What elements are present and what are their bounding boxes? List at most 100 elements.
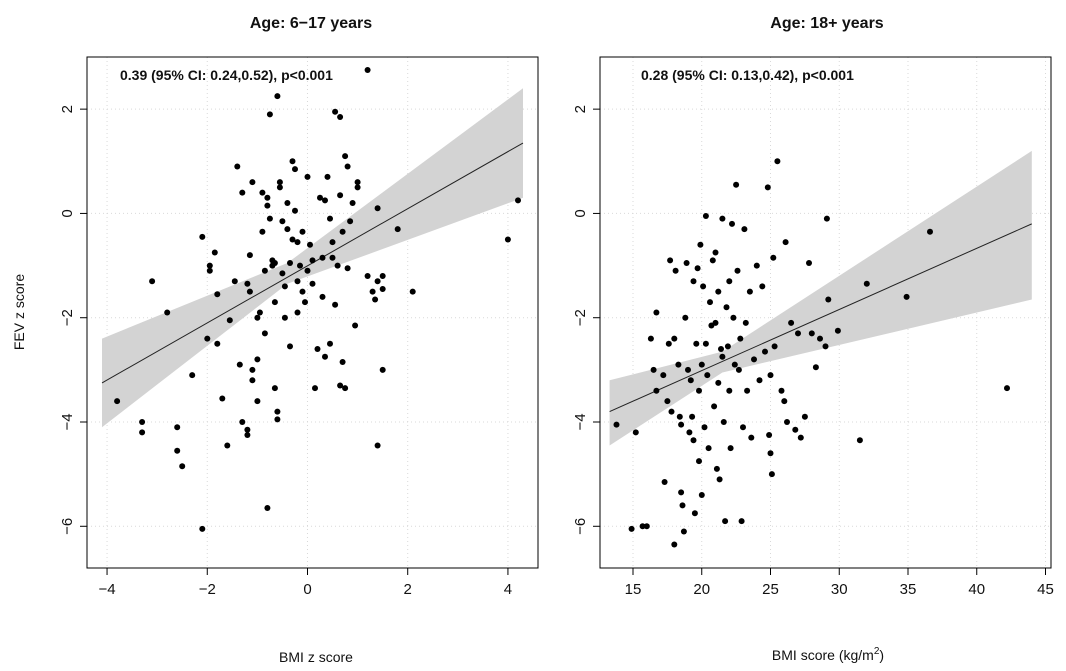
- data-point: [664, 398, 671, 405]
- x-axis-label: BMI z score: [279, 649, 353, 665]
- data-point: [792, 426, 799, 433]
- data-point: [349, 200, 356, 206]
- data-point: [863, 280, 870, 287]
- data-point: [735, 366, 742, 373]
- data-point: [719, 215, 726, 222]
- data-point: [281, 314, 288, 321]
- data-point: [179, 463, 186, 470]
- data-point: [332, 108, 339, 115]
- x-tick-label: 45: [1037, 581, 1054, 598]
- x-tick-label: 40: [968, 581, 985, 598]
- data-point: [781, 398, 788, 405]
- data-point: [299, 288, 306, 295]
- y-tick-label: −4: [572, 413, 589, 430]
- data-point: [342, 385, 349, 392]
- x-tick-label: −2: [199, 581, 216, 598]
- data-point: [771, 343, 778, 350]
- data-point: [339, 228, 346, 235]
- y-tick-label: 0: [59, 209, 76, 217]
- y-ticks: −6 −4 −2 0 2: [572, 105, 600, 535]
- data-point: [678, 421, 685, 428]
- data-point: [671, 541, 678, 548]
- x-tick-label: 30: [831, 581, 848, 598]
- data-point: [823, 215, 830, 222]
- data-point: [753, 262, 760, 269]
- data-point: [297, 262, 303, 269]
- data-point: [206, 267, 213, 274]
- data-point: [746, 288, 753, 295]
- data-point: [174, 447, 181, 454]
- data-point: [211, 249, 218, 256]
- data-point: [189, 372, 196, 379]
- data-point: [756, 377, 763, 384]
- x-tick-label: 25: [762, 581, 779, 598]
- data-point: [668, 408, 675, 415]
- data-point: [249, 377, 256, 384]
- data-point: [199, 233, 206, 240]
- data-point: [712, 249, 719, 256]
- data-point: [730, 314, 737, 321]
- data-point: [764, 184, 771, 191]
- data-point: [801, 413, 808, 420]
- data-point: [795, 330, 801, 337]
- data-point: [284, 200, 291, 206]
- data-point: [379, 273, 386, 279]
- data-point: [650, 366, 657, 373]
- data-point: [354, 179, 361, 186]
- data-point: [334, 262, 341, 269]
- data-point: [632, 429, 639, 436]
- y-tick-label: 0: [572, 209, 589, 217]
- data-point: [724, 343, 731, 350]
- data-point: [279, 218, 286, 225]
- chart-title: Age: 6−17 years: [250, 15, 372, 32]
- data-point: [364, 67, 371, 73]
- data-point: [294, 309, 301, 316]
- data-point: [199, 525, 206, 532]
- data-point: [647, 335, 654, 342]
- data-point: [374, 442, 381, 449]
- x-tick-label: 4: [504, 581, 512, 598]
- data-point: [352, 322, 359, 329]
- data-point: [244, 432, 251, 438]
- data-point: [653, 387, 660, 394]
- data-point: [825, 296, 832, 303]
- data-point: [271, 385, 278, 392]
- data-point: [379, 366, 386, 373]
- data-point: [741, 226, 748, 233]
- x-ticks: −4 −2 0 2 4: [98, 568, 512, 598]
- data-point: [678, 489, 685, 496]
- data-point: [639, 523, 646, 530]
- annotation: 0.28 (95% CI: 0.13,0.42), p<0.001: [641, 67, 854, 83]
- data-point: [139, 429, 146, 436]
- data-point: [661, 479, 668, 485]
- data-point: [374, 205, 381, 212]
- data-point: [734, 267, 741, 274]
- data-point: [788, 319, 795, 326]
- data-point: [322, 197, 328, 204]
- data-point: [249, 179, 256, 186]
- y-tick-label: −2: [59, 309, 76, 326]
- data-point: [683, 260, 690, 266]
- plot-frame: [86, 56, 539, 569]
- data-point: [259, 228, 266, 235]
- data-point: [700, 283, 707, 290]
- x-ticks: 15 20 25 30 35 40 45: [625, 568, 1054, 598]
- data-point: [266, 111, 273, 118]
- data-point: [694, 265, 701, 272]
- data-point: [667, 257, 674, 264]
- data-point: [204, 335, 211, 342]
- data-point: [679, 502, 686, 509]
- y-tick-label: −6: [59, 518, 76, 535]
- data-point: [327, 215, 333, 222]
- data-point: [342, 153, 349, 160]
- data-point: [274, 416, 281, 423]
- data-point: [231, 278, 238, 285]
- data-point: [689, 413, 696, 420]
- data-point: [337, 382, 344, 389]
- x-axis-label: BMI score (kg/m2): [772, 646, 884, 663]
- data-point: [304, 173, 311, 180]
- data-point: [312, 385, 318, 392]
- data-point: [292, 166, 298, 173]
- data-point: [766, 432, 773, 438]
- x-tick-label: 35: [900, 581, 917, 598]
